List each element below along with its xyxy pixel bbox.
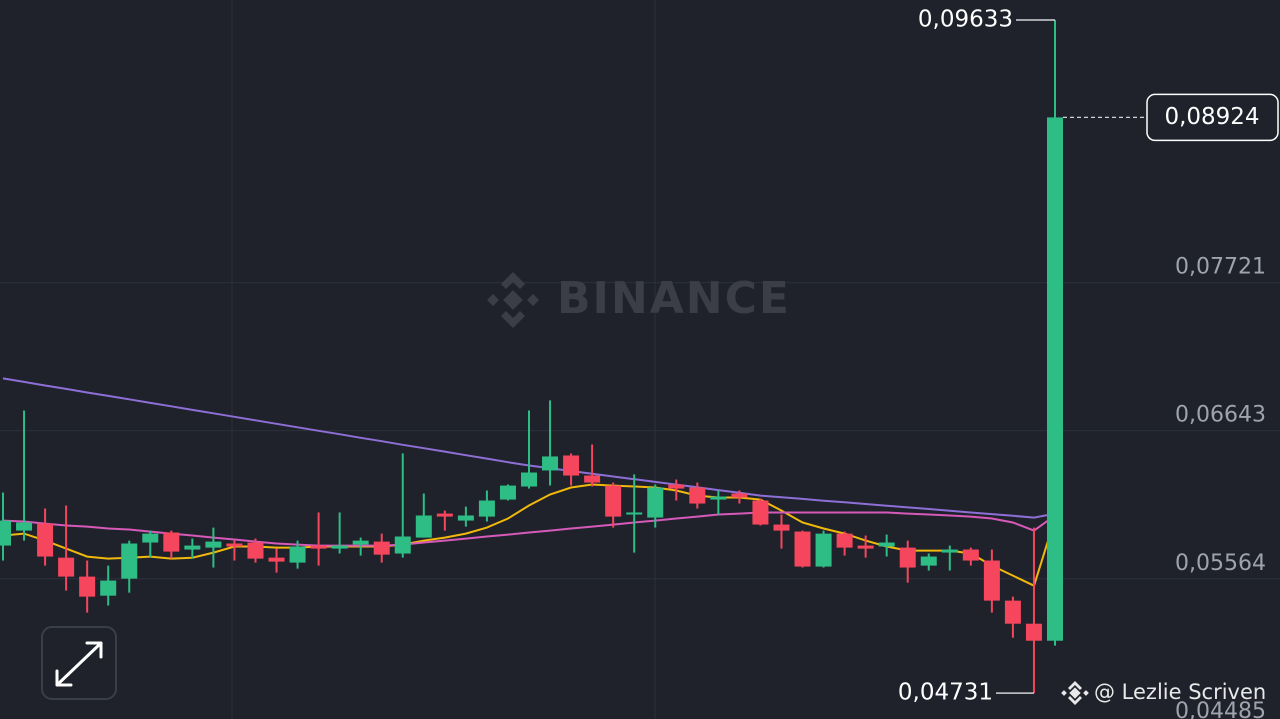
candle-body <box>563 455 580 476</box>
candle-body <box>878 542 895 547</box>
candle-body <box>310 545 327 549</box>
candle-body <box>58 557 75 577</box>
candle-body <box>499 485 516 500</box>
candle-body <box>605 485 622 517</box>
candle-body <box>668 484 685 489</box>
candle-body <box>857 545 874 549</box>
candle-body <box>584 475 601 483</box>
price-axis: 0,07721 0,06643 0,05564 0,04485 <box>1175 255 1266 719</box>
candle-body <box>794 531 811 567</box>
candle-body <box>647 487 664 518</box>
candle-body <box>163 532 180 552</box>
candle-body <box>542 456 559 471</box>
candle-body <box>436 513 453 517</box>
candle-body <box>752 500 769 525</box>
candle-body <box>331 545 348 549</box>
candle-body <box>731 493 748 498</box>
candle-body <box>983 560 1000 601</box>
candle-body <box>836 533 853 548</box>
high-label: 0,09633 <box>918 7 1013 33</box>
candles <box>0 20 1063 694</box>
watermark: BINANCE <box>487 272 791 328</box>
candle-body <box>457 515 474 521</box>
candle-body <box>478 500 495 517</box>
watermark-text: BINANCE <box>557 273 791 324</box>
candle-body <box>16 522 33 531</box>
credit-logo <box>1061 681 1089 705</box>
candle-body <box>247 542 264 559</box>
last-price-box <box>1146 93 1279 142</box>
candle-body <box>899 547 916 568</box>
candle-body <box>773 524 790 531</box>
candle-body <box>100 580 117 596</box>
y-tick-label: 0,04485 <box>1175 699 1266 719</box>
candle-body <box>352 540 369 545</box>
candle-body <box>394 536 411 554</box>
candle-body <box>289 546 306 563</box>
candle-body <box>79 576 96 597</box>
candle-body <box>205 541 222 548</box>
last-price-label: 0,08924 <box>1164 104 1259 130</box>
grid <box>0 282 1280 580</box>
credit-text: @ Lezlie Scriven <box>1094 680 1266 704</box>
expand-icon[interactable] <box>55 641 103 687</box>
candle-body <box>815 533 832 567</box>
candle-body <box>268 557 285 562</box>
y-tick-label: 0,06643 <box>1175 403 1266 428</box>
candle-body <box>373 541 390 555</box>
y-tick-label: 0,05564 <box>1175 551 1266 576</box>
candle-body <box>1004 600 1021 624</box>
candle-body <box>962 549 979 561</box>
candle-body <box>941 549 958 553</box>
candle-body <box>521 472 537 487</box>
candle-body <box>142 533 159 543</box>
candle-body <box>184 545 201 550</box>
candle-body <box>37 523 54 557</box>
low-label: 0,04731 <box>898 680 993 706</box>
candle-body <box>121 543 138 579</box>
candle-body <box>1047 117 1063 641</box>
candle-body <box>689 487 706 504</box>
y-tick-label: 0,07721 <box>1175 255 1266 280</box>
candle-body <box>226 543 243 547</box>
candle-body <box>1025 623 1042 641</box>
candle-body <box>626 512 643 515</box>
candle-body <box>920 556 937 566</box>
annotations: 0,09633 0,04731 0,08924 <box>898 7 1279 706</box>
candle-body <box>0 520 11 546</box>
expand-button[interactable] <box>41 626 117 700</box>
candle-body <box>415 515 432 538</box>
credit: @ Lezlie Scriven <box>1061 680 1266 705</box>
candle-body <box>710 496 727 500</box>
